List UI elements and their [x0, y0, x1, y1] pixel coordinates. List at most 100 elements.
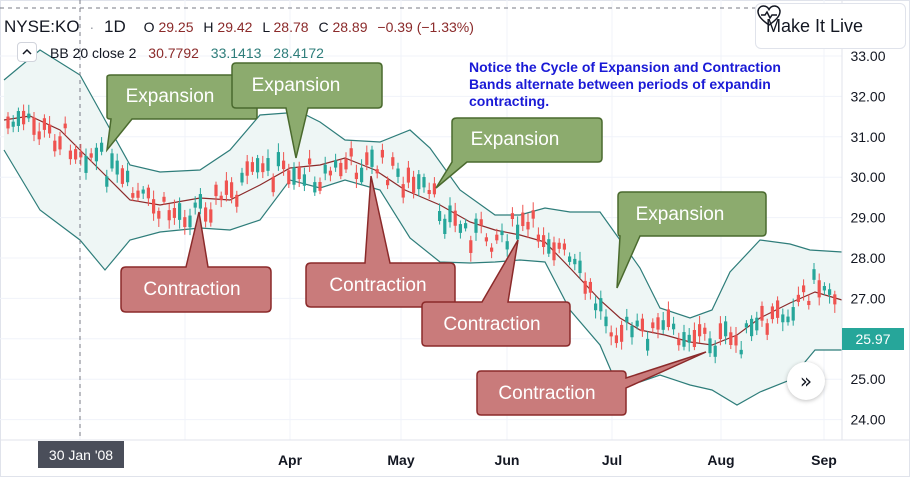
candle-body-112 [588, 281, 592, 293]
candle-body-48 [256, 158, 260, 173]
candle-body-109 [573, 258, 577, 265]
expansion-callout-2: Expansion [231, 62, 383, 159]
candle-body-97 [510, 213, 514, 219]
close-label: C [318, 19, 328, 35]
candle-body-138 [724, 321, 728, 337]
candle-body-121 [635, 320, 639, 327]
candle-body-33 [178, 203, 182, 220]
candle-body-91 [479, 219, 483, 226]
candle-body-73 [386, 179, 390, 186]
candle-body-30 [162, 196, 166, 202]
scroll-to-realtime-button[interactable]: » [787, 362, 825, 400]
price-tick-6: 27.00 [850, 290, 885, 306]
candle-body-14 [79, 151, 83, 158]
candle-body-6 [37, 131, 41, 140]
candle-body-98 [516, 224, 520, 240]
candle-body-155 [812, 269, 816, 280]
candle-body-141 [739, 349, 743, 355]
candle-body-72 [380, 149, 384, 158]
contraction-callout-3: Contraction [421, 239, 571, 347]
change-value: −0.39 (−1.33%) [377, 19, 474, 35]
note-line-1: Notice the Cycle of Expansion and Contra… [469, 59, 781, 75]
price-axis[interactable]: 33.0032.0031.0030.0029.0028.0027.0026.00… [850, 48, 885, 428]
legend-collapse-button[interactable] [17, 42, 37, 62]
candle-body-53 [282, 160, 286, 170]
contraction-callout-1-box [120, 211, 272, 313]
candle-body-41 [219, 195, 223, 201]
candle-body-11 [63, 123, 67, 129]
indicator-legend: BB 20 close 2 30.7792 33.1413 28.4172 [50, 45, 324, 61]
candle-body-52 [276, 152, 280, 167]
candle-body-113 [594, 303, 598, 311]
candle-body-79 [417, 174, 421, 190]
price-tick-4: 29.00 [850, 210, 885, 226]
time-axis[interactable]: Apr May Jun Jul Aug Sep [278, 452, 837, 468]
candle-body-129 [677, 338, 681, 346]
candle-body-62 [328, 170, 332, 176]
price-tick-8: 25.00 [850, 371, 885, 387]
low-value: 28.78 [274, 19, 309, 35]
expansion-callout-4: Expansion [616, 191, 767, 289]
candle-body-37 [198, 194, 202, 209]
candle-body-92 [484, 237, 488, 242]
bollinger-upper-band [3, 49, 843, 319]
note-text: Notice the Cycle of Expansion and Contra… [469, 59, 785, 109]
candle-body-130 [682, 332, 686, 347]
note-line-3: contracting. [469, 93, 549, 109]
bollinger-band-fill [4, 50, 842, 405]
candle-body-3 [22, 110, 26, 125]
candle-body-90 [474, 218, 478, 233]
candle-body-103 [542, 235, 546, 248]
time-tick-4: Aug [707, 452, 734, 468]
candle-body-50 [266, 158, 270, 171]
candle-body-76 [401, 184, 405, 198]
time-tick-1: May [387, 452, 414, 468]
make-it-live-button[interactable]: Make It Live [755, 3, 906, 49]
candle-body-118 [620, 324, 624, 342]
candle-body-140 [734, 335, 738, 346]
candle-body-24 [131, 193, 135, 198]
candle-body-87 [458, 224, 462, 233]
candle-body-4 [27, 113, 31, 119]
price-tick-1: 32.00 [850, 88, 885, 104]
candle-body-94 [495, 234, 499, 241]
high-value: 29.42 [217, 19, 252, 35]
indicator-basis: 30.7792 [148, 45, 199, 61]
time-tick-5: Sep [811, 452, 837, 468]
candle-body-39 [209, 209, 213, 223]
candle-body-75 [396, 168, 400, 177]
candle-body-122 [640, 318, 644, 332]
candle-body-147 [770, 306, 774, 320]
candle-body-123 [646, 338, 650, 351]
expansion-callout-3: Expansion [435, 117, 603, 189]
candle-body-101 [531, 210, 535, 219]
candle-body-25 [136, 190, 140, 198]
contraction-callout-3-box [421, 239, 571, 347]
candle-body-66 [349, 148, 353, 157]
high-label: H [203, 19, 213, 35]
candle-body-137 [718, 323, 722, 340]
contraction-callout-1-label: Contraction [143, 279, 240, 300]
price-tick-5: 28.00 [850, 250, 885, 266]
candle-body-110 [578, 260, 582, 274]
candle-body-12 [68, 150, 72, 160]
low-label: L [262, 19, 270, 35]
candle-body-96 [505, 241, 509, 250]
note-line-2: Bands alternate between periods of expan… [469, 76, 771, 92]
candle-body-54 [287, 170, 291, 185]
candle-body-116 [609, 332, 613, 337]
candle-body-99 [521, 212, 525, 227]
price-tick-0: 33.00 [850, 48, 885, 64]
candle-body-20 [110, 153, 114, 169]
contraction-callout-4: Contraction [476, 351, 707, 416]
price-tick-9: 24.00 [850, 412, 885, 428]
candle-body-102 [536, 234, 540, 242]
candle-body-67 [354, 172, 358, 180]
candle-body-35 [188, 215, 192, 228]
expansion-callout-2-box [231, 62, 383, 159]
bollinger-lower-band [3, 149, 842, 406]
expansion-callout-3-box [435, 117, 603, 189]
candle-body-111 [583, 280, 587, 294]
